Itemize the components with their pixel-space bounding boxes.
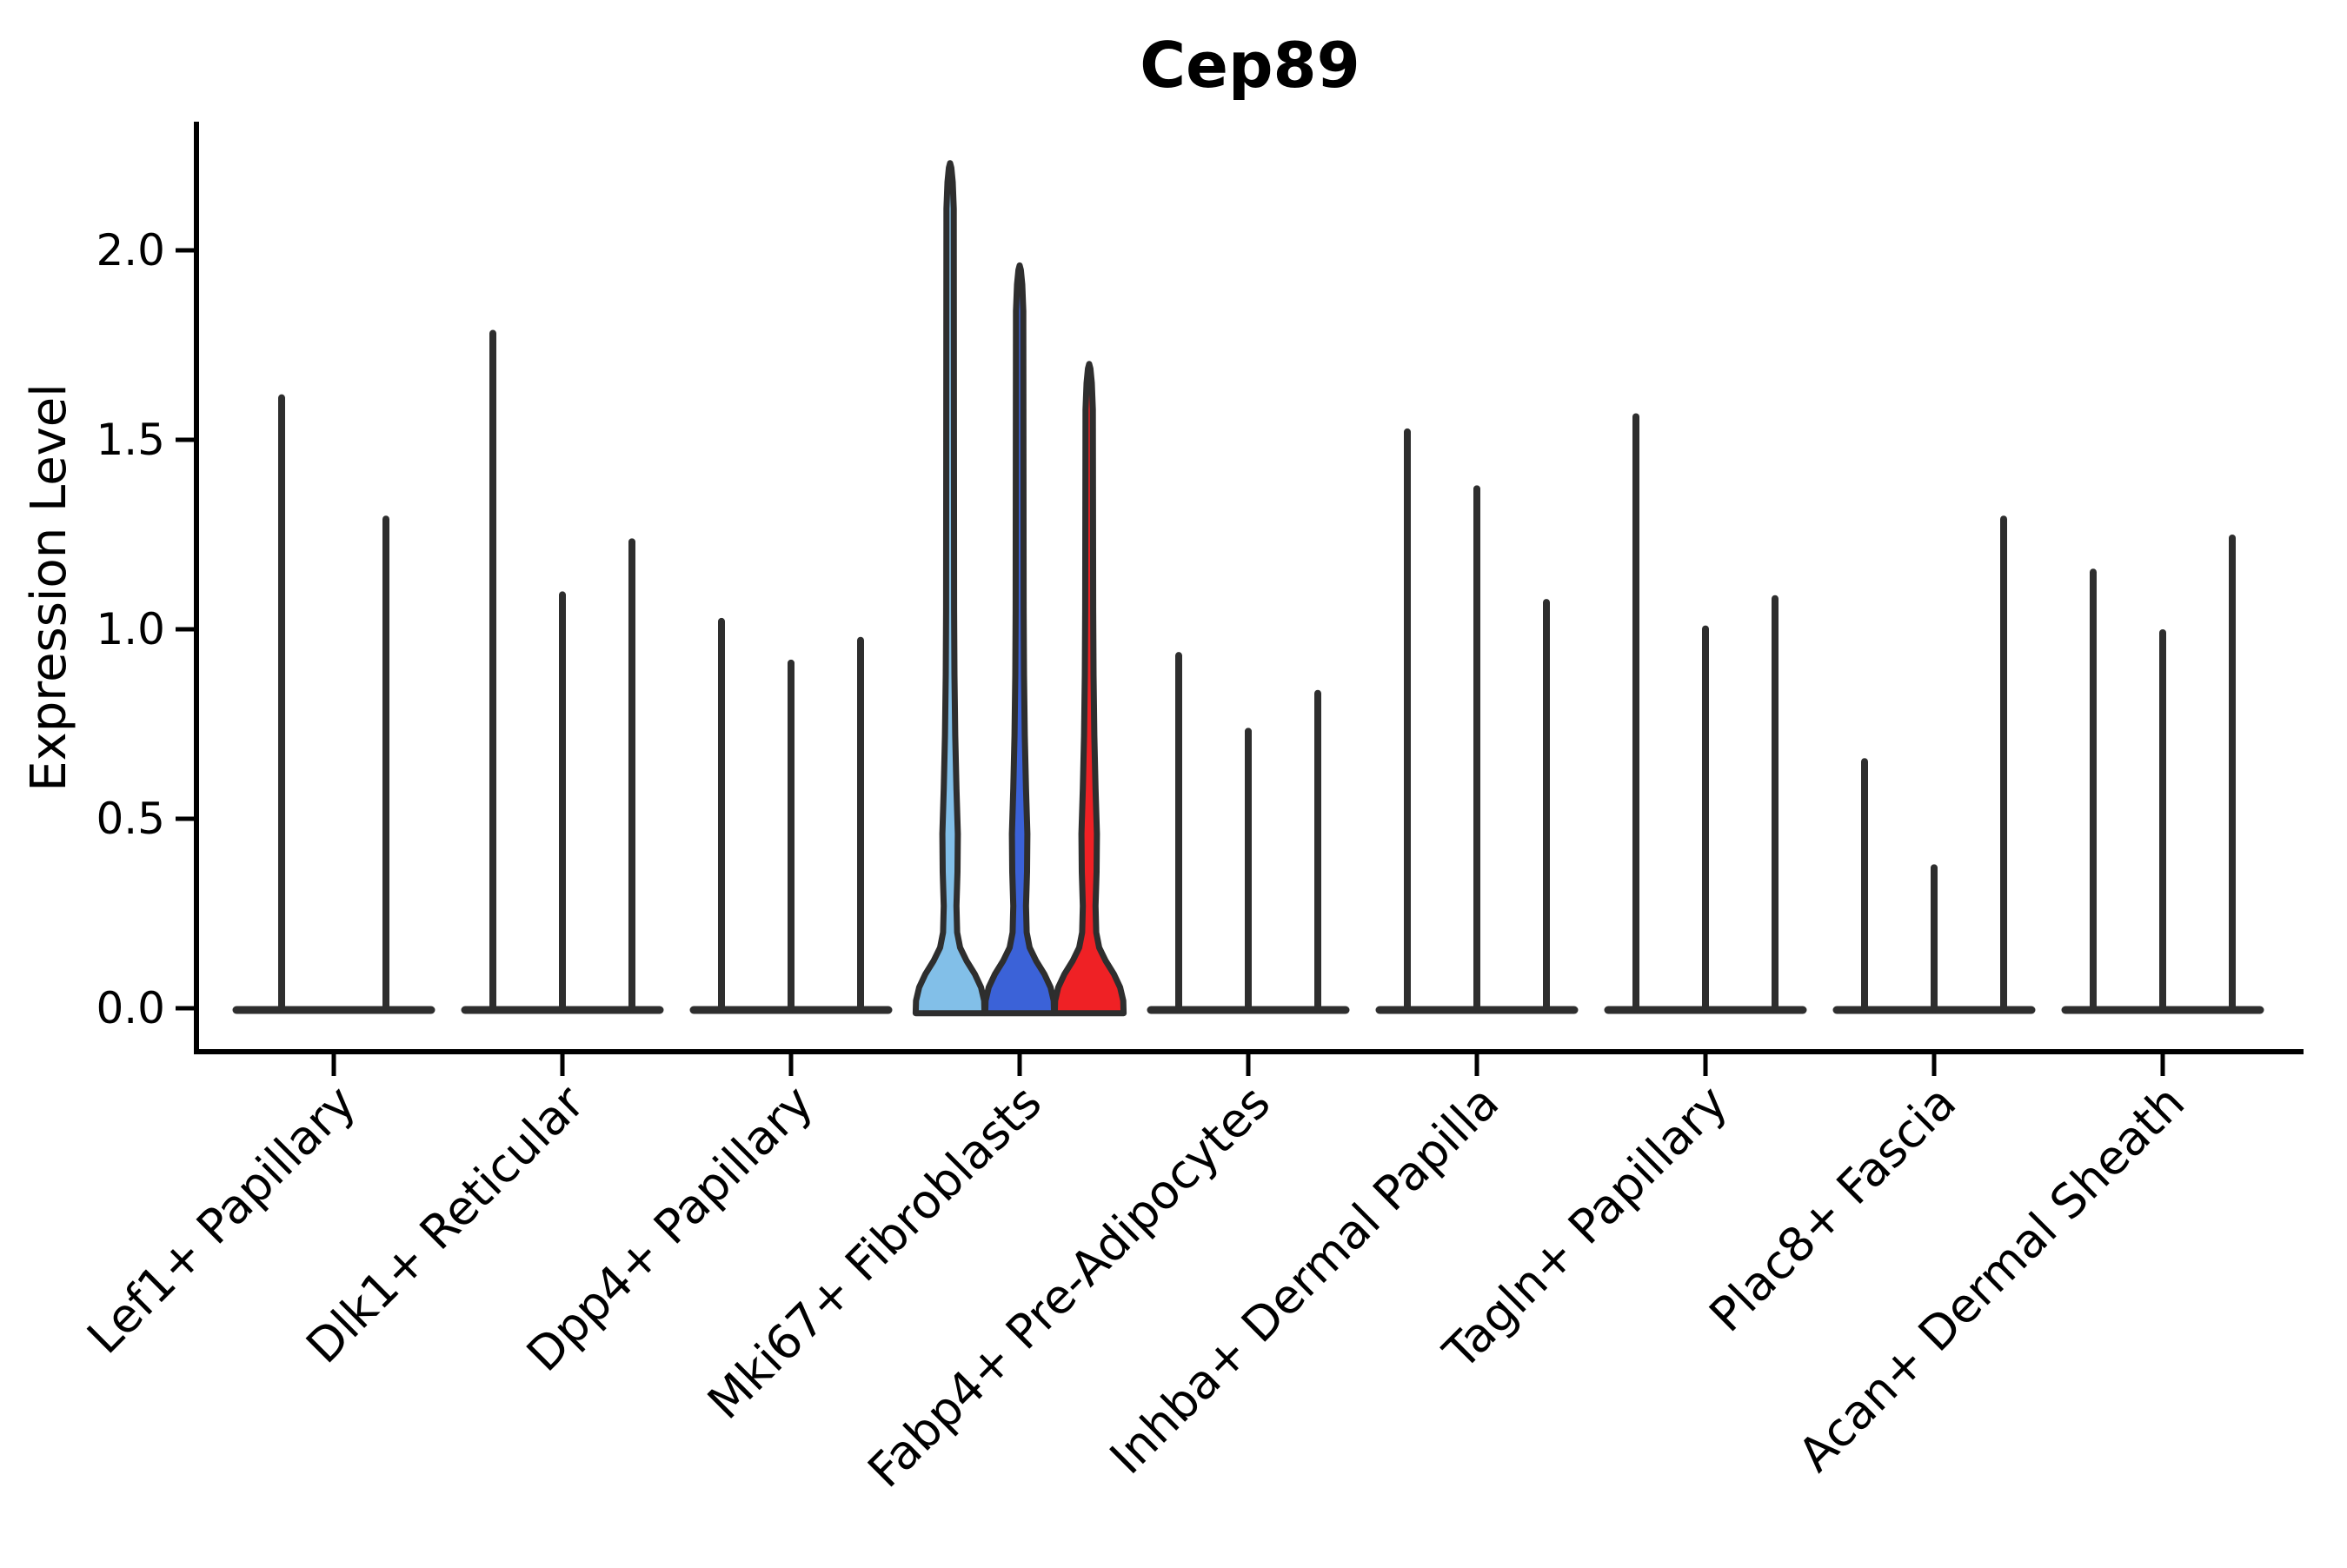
y-tick-label: 0.0 [96,983,165,1033]
violin-group [1604,413,1807,1014]
violin-group [1147,652,1350,1014]
violin-group [461,329,664,1014]
y-tick-label: 1.0 [96,604,165,654]
violins [232,160,2264,1017]
violin-group [2061,535,2264,1014]
y-axis-label: Expression Level [21,383,77,792]
violin-filled [912,160,988,1017]
x-tick-label: Inhba+ Dermal Papilla [1100,1075,1509,1485]
violin-group [912,160,1127,1017]
y-tick-label: 1.5 [96,415,165,465]
x-tick-label: Plac8+ Fascia [1699,1075,1966,1343]
violin-group [689,617,893,1014]
x-tick-label: Acan+ Dermal Sheath [1788,1075,2195,1482]
y-tick-label: 0.5 [96,794,165,844]
x-tick-label: Fabp4+ Pre-Adipocytes [857,1075,1280,1498]
chart-title: Cep89 [1140,29,1360,102]
violin-group [232,394,435,1014]
y-tick-label: 2.0 [96,225,165,276]
violin-group [1832,515,2036,1014]
violin-filled [1051,361,1127,1017]
violin-group [1375,428,1579,1014]
violin-filled [981,262,1058,1017]
